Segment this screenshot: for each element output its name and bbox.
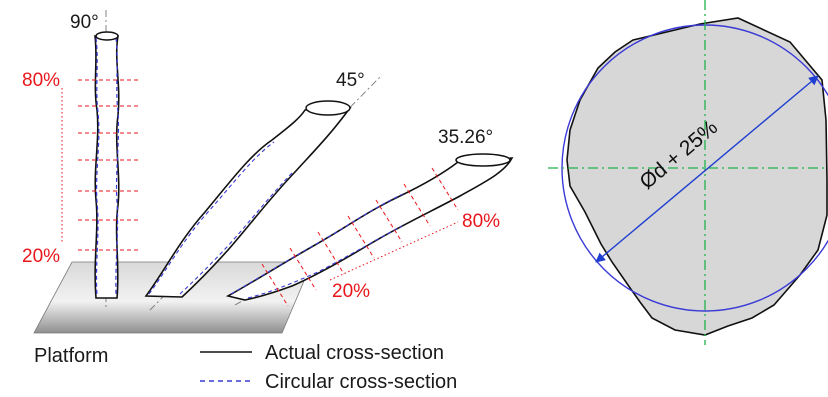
strut-45-top-ellipse bbox=[305, 100, 351, 116]
strut-35-degree bbox=[225, 153, 514, 306]
percent-label-top-inclined: 80% bbox=[462, 211, 500, 232]
angle-label-45: 45° bbox=[336, 70, 365, 91]
strut-45-degree bbox=[144, 74, 383, 311]
percent-range-bracket-inclined bbox=[329, 221, 459, 281]
strut-90-section-marks bbox=[78, 79, 140, 251]
angle-label-35: 35.26° bbox=[438, 127, 493, 148]
percent-label-bottom-inclined: 20% bbox=[332, 281, 370, 302]
legend-actual-label: Actual cross-section bbox=[265, 342, 444, 364]
strut-35-section-marks bbox=[261, 167, 459, 307]
platform-label: Platform bbox=[34, 345, 108, 367]
cross-section-detail: Ød + 25% bbox=[548, 0, 828, 345]
strut-35-top-ellipse bbox=[455, 153, 511, 167]
strut-90-top-ellipse bbox=[95, 31, 119, 41]
legend-circular-label: Circular cross-section bbox=[265, 371, 457, 393]
diameter-arrow bbox=[595, 75, 819, 263]
angle-label-90: 90° bbox=[70, 12, 99, 33]
percent-label-bottom-vertical: 20% bbox=[22, 246, 60, 267]
percent-label-top-vertical: 80% bbox=[22, 70, 60, 91]
